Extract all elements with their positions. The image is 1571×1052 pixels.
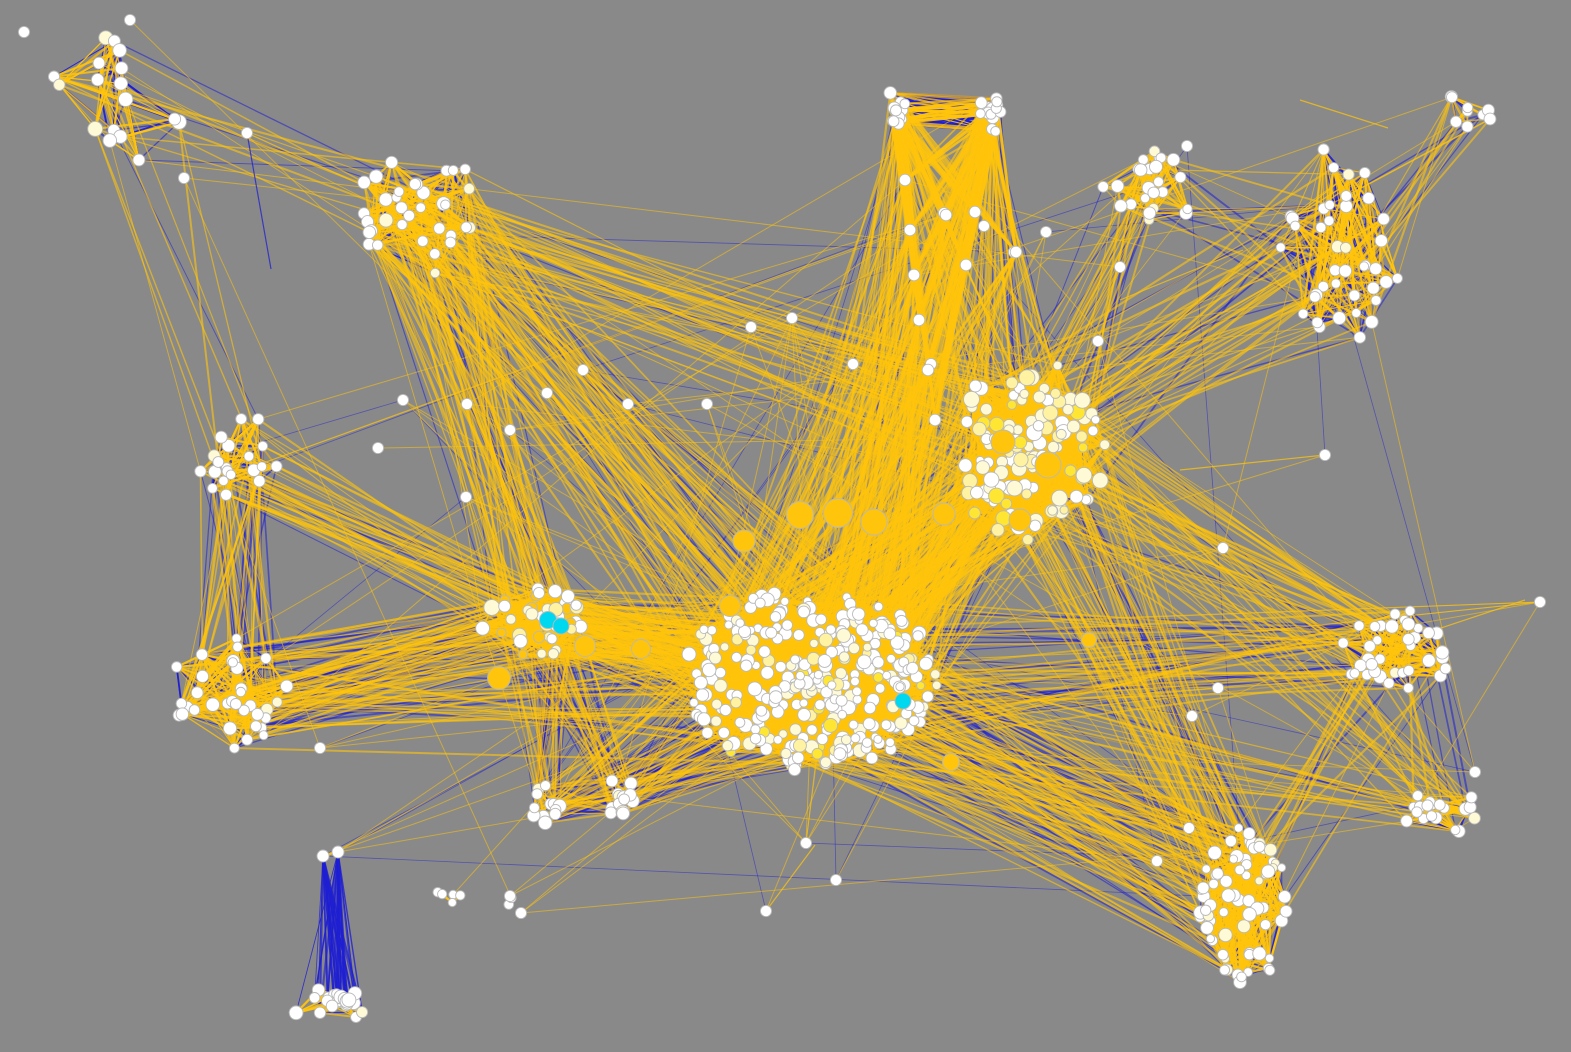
- graph-edge: [97, 79, 180, 123]
- graph-edge: [113, 121, 180, 131]
- graph-edge: [1347, 174, 1399, 279]
- graph-edge: [337, 851, 363, 1013]
- graph-edge: [1315, 294, 1373, 323]
- graph-edge: [1320, 149, 1325, 228]
- graph-edge: [1279, 246, 1321, 328]
- graph-edge: [200, 654, 232, 729]
- graph-edge: [945, 214, 1470, 811]
- graph-edge: [1186, 145, 1239, 829]
- graph-edge: [53, 76, 121, 85]
- graph-edge: [1334, 218, 1385, 272]
- graph-edge: [1313, 227, 1322, 297]
- graph-edge: [337, 851, 356, 994]
- graph-edge: [1359, 277, 1399, 338]
- graph-edge: [335, 851, 339, 994]
- graph-edge: [1364, 172, 1399, 279]
- graph-edge: [120, 118, 175, 138]
- graph-edge: [200, 471, 267, 719]
- graph-edge: [225, 418, 260, 496]
- graph-edge: [326, 851, 339, 1001]
- graph-edge: [53, 67, 122, 78]
- graph-edge: [1158, 157, 1189, 210]
- graph-edge: [1334, 270, 1476, 773]
- graph-edge: [113, 130, 259, 420]
- graph-edge: [96, 40, 116, 81]
- graph-edge: [1172, 159, 1189, 210]
- graph-edge: [336, 851, 349, 1002]
- graph-edge: [322, 855, 1204, 897]
- graph-edge: [182, 713, 235, 749]
- graph-edge: [53, 49, 120, 78]
- graph-edge: [904, 179, 1282, 921]
- graph-edge: [1103, 186, 1146, 199]
- graph-edge: [58, 84, 115, 131]
- graph-edge: [313, 851, 339, 998]
- graph-edge: [120, 121, 180, 138]
- graph-edge: [1332, 167, 1378, 301]
- graph-edge: [94, 40, 116, 130]
- graph-edge: [175, 666, 183, 704]
- graph-edge: [58, 37, 107, 86]
- graph-edge: [1322, 286, 1373, 323]
- graph-edge: [201, 461, 219, 655]
- graph-edge: [98, 62, 176, 120]
- graph-edge: [182, 713, 248, 741]
- graph-edge: [295, 851, 339, 1013]
